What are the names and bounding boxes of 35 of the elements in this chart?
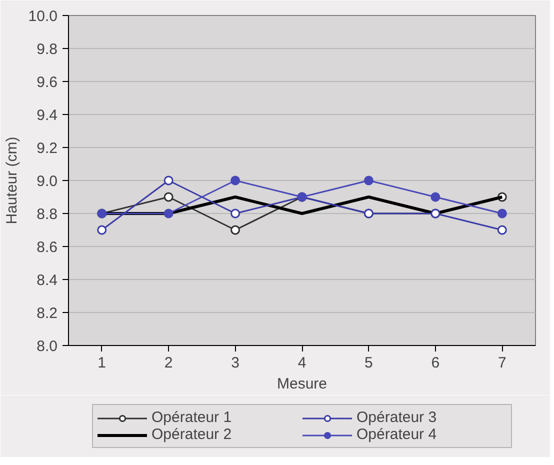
y-tick-label: 9.4	[36, 107, 58, 124]
y-tick-label: 8.6	[36, 239, 58, 256]
legend-label: Opérateur 1	[152, 409, 233, 426]
point	[497, 225, 507, 235]
y-tick-label: 8.0	[36, 338, 58, 355]
point	[164, 192, 174, 202]
y-tick-label: 10.0	[28, 8, 58, 25]
x-tick-label: 4	[298, 354, 306, 372]
point	[230, 208, 240, 218]
point	[164, 176, 174, 186]
point	[230, 225, 240, 235]
x-tick-label: 3	[231, 354, 240, 372]
x-tick-label: 5	[364, 354, 373, 372]
x-tick-label: 1	[98, 354, 106, 372]
y-tick-label: 8.4	[36, 272, 58, 289]
x-tick-label: 6	[431, 354, 440, 372]
point	[364, 176, 374, 186]
y-tick-label: 9.6	[36, 74, 58, 91]
point	[164, 208, 174, 218]
y-tick-label: 9.0	[36, 173, 58, 190]
x-tick-label: 2	[164, 354, 173, 372]
y-tick-label: 8.8	[36, 206, 58, 223]
point	[230, 176, 240, 186]
y-tick-label: 9.8	[36, 41, 58, 58]
point	[430, 192, 440, 202]
y-axis-title: Hauteur (cm)	[3, 136, 20, 224]
y-tick-label: 9.2	[36, 140, 58, 157]
y-tick-label: 8.2	[36, 305, 58, 322]
point	[97, 225, 107, 235]
legend-label: Opérateur 3	[356, 409, 438, 426]
point	[497, 208, 507, 218]
legend-label: Opérateur 2	[152, 426, 233, 443]
x-tick-label: 7	[498, 354, 506, 372]
x-axis-title: Mesure	[276, 376, 328, 392]
legend-label: Opérateur 4	[356, 426, 438, 443]
